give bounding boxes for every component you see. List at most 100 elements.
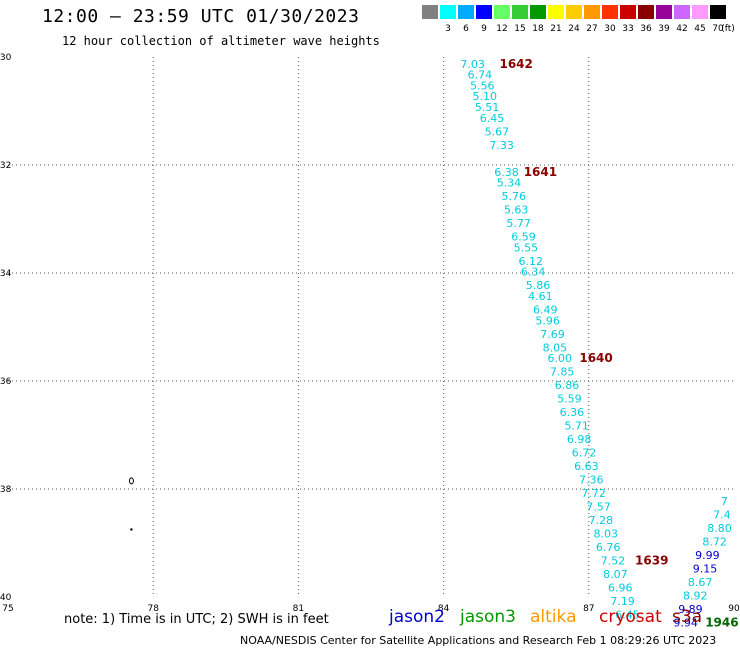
wave-height-value: 5.51 <box>475 101 500 114</box>
legend-swatch <box>476 5 492 19</box>
wave-height-value: 7.33 <box>489 139 514 152</box>
wave-height-value: 7.69 <box>540 328 565 341</box>
legend-swatch <box>512 5 528 19</box>
pass-time-label: 1641 <box>524 165 557 179</box>
legend-label: 27 <box>586 24 598 34</box>
island-marker <box>128 477 134 485</box>
legend-swatch <box>710 5 726 19</box>
legend-swatch <box>566 5 582 19</box>
legend-label: 6 <box>463 24 469 34</box>
sat-cryosat: cryosat <box>599 607 662 627</box>
wave-height-value: 7.72 <box>581 487 606 500</box>
wave-height-value: 6.36 <box>560 406 585 419</box>
legend-swatch <box>692 5 708 19</box>
legend-unit: (ft) <box>721 24 735 34</box>
legend-swatch <box>494 5 510 19</box>
legend-label: 18 <box>532 24 544 34</box>
lat-tick-label: -38 <box>0 485 12 495</box>
axis-ticks: 75 78 81 84 87 90 -30 -32 -34 -36 -38 -40 <box>0 53 740 614</box>
wave-height-value: 5.96 <box>535 314 560 327</box>
wave-height-value: 8.07 <box>603 568 628 581</box>
wave-height-value: 7.19 <box>610 595 635 608</box>
legend-label: 12 <box>496 24 508 34</box>
wave-height-value: 7.57 <box>586 501 611 514</box>
wave-height-value: 5.67 <box>485 125 510 138</box>
pass-time-label: 1946 <box>705 616 738 630</box>
lat-tick-label: -30 <box>0 53 12 63</box>
wave-height-value: 5.34 <box>497 177 522 190</box>
sat-jason2: jason2 <box>389 607 445 627</box>
credit-line: NOAA/NESDIS Center for Satellite Applica… <box>240 634 717 647</box>
wave-height-value: 6.63 <box>574 460 599 473</box>
legend-swatch <box>458 5 474 19</box>
wave-height-value: 5.77 <box>506 217 531 230</box>
legend-swatch <box>620 5 636 19</box>
note-text: note: 1) Time is in UTC; 2) SWH is in fe… <box>64 612 329 627</box>
legend-label: 3 <box>445 24 451 34</box>
legend-label: 24 <box>568 24 580 34</box>
legend-label: 36 <box>640 24 652 34</box>
legend-swatch <box>602 5 618 19</box>
wave-height-value: 5.86 <box>526 279 551 292</box>
wave-height-value: 9.99 <box>695 549 720 562</box>
wave-height-value: 7.28 <box>589 514 614 527</box>
legend-label: 30 <box>604 24 616 34</box>
sat-jason3: jason3 <box>460 607 516 627</box>
wave-height-value: 6.45 <box>480 112 505 125</box>
lon-tick-label: 90 <box>728 604 740 614</box>
map-grid <box>8 57 734 597</box>
legend-swatch <box>530 5 546 19</box>
wave-height-value: 7.4 <box>713 509 731 522</box>
wave-height-value: 6.76 <box>596 541 621 554</box>
wave-height-value: 7.85 <box>550 366 575 379</box>
sat-altika: altika <box>530 607 577 627</box>
legend-swatch <box>638 5 654 19</box>
wave-height-value: 9.89 <box>678 603 703 616</box>
wave-height-value: 9.94 <box>673 617 698 630</box>
legend-label: 15 <box>514 24 526 34</box>
wave-height-value: 7 <box>721 495 728 508</box>
wave-height-value: 8.72 <box>702 536 727 549</box>
wave-height-value: 6.45 <box>615 609 640 622</box>
wave-height-value: 5.56 <box>470 79 495 92</box>
wave-height-value: 6.72 <box>572 447 597 460</box>
wave-height-value: 6.38 <box>494 166 519 179</box>
legend-label: 9 <box>481 24 487 34</box>
wave-height-value: 8.67 <box>688 576 713 589</box>
pass-time-label: 1640 <box>579 351 612 365</box>
wave-height-value: 6.74 <box>468 69 493 82</box>
legend-label: 33 <box>622 24 634 34</box>
wave-height-value: 7.36 <box>579 474 604 487</box>
wave-height-value: 8.05 <box>543 341 568 354</box>
wave-height-value: 8.03 <box>593 528 618 541</box>
wave-height-value: 5.10 <box>472 90 497 103</box>
wave-height-value: 7.52 <box>601 555 626 568</box>
sat-s3a: s3a <box>672 607 703 627</box>
wave-height-value: 6.98 <box>567 433 592 446</box>
page-subtitle: 12 hour collection of altimeter wave hei… <box>62 34 380 48</box>
legend-label: 70 <box>712 24 724 34</box>
wave-height-value: 4.61 <box>528 290 553 303</box>
pass-time-label: 1639 <box>635 554 668 568</box>
legend-swatch <box>422 5 438 19</box>
wave-height-value: 5.76 <box>502 190 527 203</box>
wave-height-value: 5.55 <box>514 241 539 254</box>
wave-height-value: 5.71 <box>564 420 589 433</box>
track-values: 7.036.745.565.105.516.455.677.336.385.34… <box>460 57 738 630</box>
lon-tick-label: 78 <box>147 604 159 614</box>
wave-height-value: 5.59 <box>557 393 582 406</box>
lat-tick-label: -40 <box>0 593 12 603</box>
legend-label: 42 <box>676 24 688 34</box>
wave-height-value: 6.34 <box>521 266 546 279</box>
wave-height-value: 6.59 <box>511 231 536 244</box>
lat-tick-label: -36 <box>0 377 12 387</box>
legend-label: 39 <box>658 24 670 34</box>
legend-swatch <box>656 5 672 19</box>
legend-swatch <box>584 5 600 19</box>
lon-tick-label: 81 <box>293 604 304 614</box>
wave-height-value: 8.92 <box>683 590 708 603</box>
legend-label: 21 <box>550 24 562 34</box>
pass-time-label: 1642 <box>499 57 532 71</box>
wave-height-value: 9.15 <box>693 563 718 576</box>
